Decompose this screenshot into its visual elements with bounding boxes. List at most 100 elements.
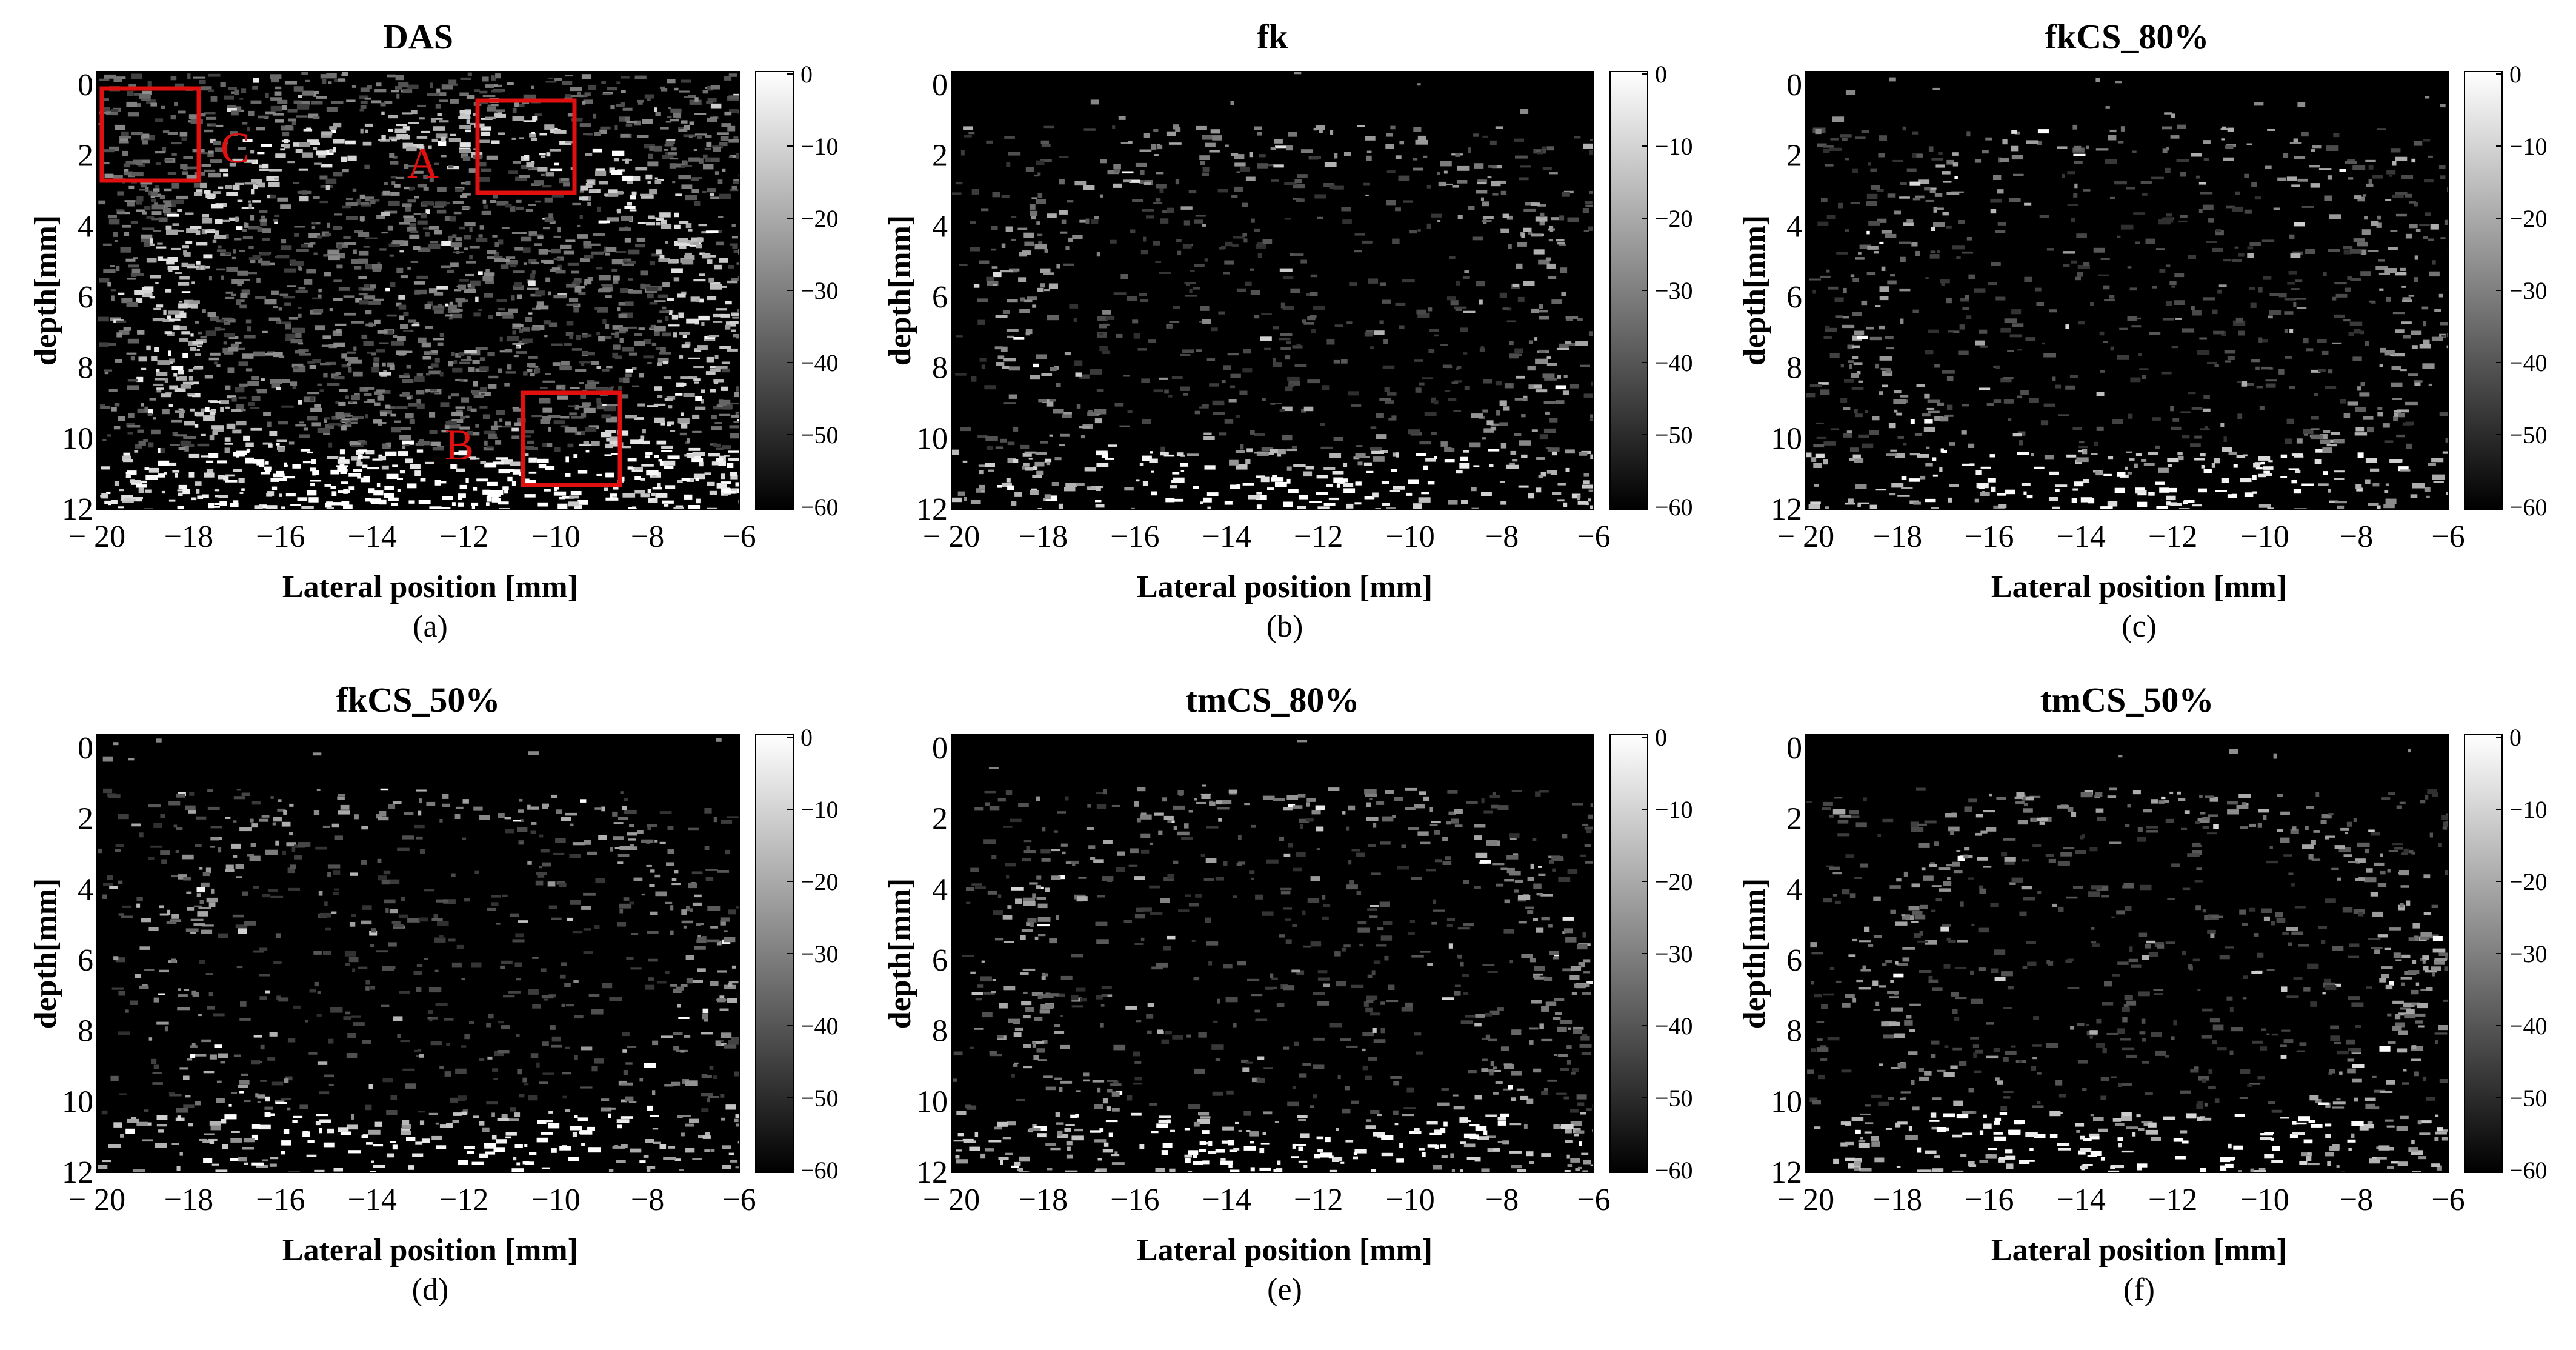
colorbar-tick-label: −30 — [800, 277, 839, 304]
y-tick-label: 0 — [932, 68, 948, 102]
y-tick-label: 0 — [1786, 731, 1802, 766]
colorbar-tick-label: −40 — [1655, 1012, 1693, 1040]
x-tick-label: −8 — [631, 520, 664, 554]
y-tick-label: 0 — [1786, 68, 1802, 102]
colorbar-tick-label: −50 — [2509, 1084, 2548, 1112]
x-tick-label: −14 — [1202, 520, 1251, 554]
panel-title: DAS — [383, 17, 453, 56]
colorbar-tick-label: −20 — [1655, 868, 1693, 895]
y-tick-label: 6 — [932, 943, 948, 978]
x-tick-label: −8 — [631, 1183, 664, 1217]
y-tick-label: 8 — [932, 351, 948, 386]
x-tick-label: −6 — [2431, 520, 2465, 554]
x-tick-label: −16 — [1110, 1183, 1159, 1217]
x-tick-label: −10 — [1385, 520, 1434, 554]
x-tick-label: −16 — [1965, 520, 2014, 554]
y-tick-label: 8 — [78, 1014, 93, 1049]
x-tick-label: −8 — [1485, 520, 1519, 554]
x-tick-label: − 20 — [923, 520, 980, 554]
y-tick-label: 10 — [916, 421, 948, 456]
y-tick-label: 2 — [78, 139, 93, 173]
colorbar-tick-label: 0 — [2509, 724, 2521, 751]
x-tick-label: − 20 — [923, 1183, 980, 1217]
x-tick-label: − 20 — [68, 520, 125, 554]
x-axis-label: Lateral position [mm] — [1137, 1233, 1433, 1268]
y-tick-label: 0 — [78, 68, 93, 102]
panel-caption: (f) — [2123, 1272, 2155, 1307]
panel-caption: (b) — [1266, 609, 1303, 644]
colorbar-tick-label: −10 — [1655, 796, 1693, 823]
colorbar-tick-label: −40 — [800, 1012, 839, 1040]
y-tick-label: 8 — [1786, 351, 1802, 386]
colorbar-tick-label: 0 — [1655, 724, 1667, 751]
x-axis-label: Lateral position [mm] — [282, 1233, 578, 1268]
x-tick-label: −8 — [1485, 1183, 1519, 1217]
x-tick-label: − 20 — [1777, 1183, 1834, 1217]
panel-caption: (a) — [413, 609, 448, 644]
roi-label: C — [221, 124, 250, 172]
x-tick-label: −18 — [1873, 1183, 1922, 1217]
x-tick-label: − 20 — [68, 1183, 125, 1217]
x-tick-label: −10 — [2240, 520, 2289, 554]
x-tick-label: −12 — [1294, 1183, 1343, 1217]
colorbar-tick-label: −10 — [800, 133, 839, 160]
colorbar-tick-label: −10 — [800, 796, 839, 823]
x-tick-label: −6 — [722, 1183, 756, 1217]
y-tick-label: 0 — [78, 731, 93, 766]
ultrasound-image — [951, 735, 1594, 1172]
y-axis-label: depth[mm] — [28, 878, 63, 1029]
y-tick-label: 2 — [1786, 139, 1802, 173]
ultrasound-image — [1806, 735, 2448, 1172]
y-tick-label: 4 — [78, 209, 93, 244]
colorbar-tick-label: −60 — [1655, 1157, 1693, 1184]
x-tick-label: −14 — [1202, 1183, 1251, 1217]
y-axis-label: depth[mm] — [883, 215, 917, 366]
colorbar-tick-label: −10 — [1655, 133, 1693, 160]
x-tick-label: −18 — [1019, 520, 1068, 554]
x-tick-label: −12 — [2148, 520, 2197, 554]
x-tick-label: −18 — [164, 520, 213, 554]
x-tick-label: −14 — [2057, 520, 2106, 554]
y-tick-label: 6 — [78, 943, 93, 978]
panel-title: fk — [1257, 17, 1288, 56]
x-tick-label: −18 — [1873, 520, 1922, 554]
x-tick-label: −10 — [531, 520, 580, 554]
colorbar-tick-label: −20 — [800, 868, 839, 895]
colorbar-tick-label: −30 — [2509, 277, 2548, 304]
colorbar-tick-label: −30 — [1655, 940, 1693, 967]
y-tick-label: 4 — [1786, 872, 1802, 907]
x-tick-label: −16 — [256, 520, 305, 554]
y-axis-label: depth[mm] — [883, 878, 917, 1029]
panel-caption: (e) — [1267, 1272, 1302, 1307]
y-tick-label: 2 — [78, 802, 93, 837]
y-tick-label: 8 — [78, 351, 93, 386]
y-tick-label: 4 — [932, 209, 948, 244]
x-tick-label: −10 — [1385, 1183, 1434, 1217]
x-tick-label: − 20 — [1777, 520, 1834, 554]
colorbar-tick-label: −50 — [1655, 421, 1693, 449]
x-tick-label: −16 — [256, 1183, 305, 1217]
colorbar-tick-label: −20 — [1655, 205, 1693, 232]
colorbar-tick-label: −20 — [2509, 205, 2548, 232]
colorbar-tick-label: −60 — [2509, 1157, 2548, 1184]
y-axis-label: depth[mm] — [28, 215, 63, 366]
x-tick-label: −14 — [2057, 1183, 2106, 1217]
colorbar-tick-label: 0 — [800, 61, 813, 88]
y-tick-label: 8 — [932, 1014, 948, 1049]
colorbar-tick-label: −40 — [1655, 349, 1693, 376]
colorbar-tick-label: −50 — [800, 421, 839, 449]
colorbar-tick-label: −30 — [800, 940, 839, 967]
y-axis-label: depth[mm] — [1737, 878, 1772, 1029]
y-tick-label: 2 — [932, 139, 948, 173]
colorbar-tick-label: 0 — [1655, 61, 1667, 88]
x-tick-label: −6 — [1577, 1183, 1610, 1217]
y-tick-label: 10 — [62, 1084, 93, 1119]
panel-title: fkCS_80% — [2045, 17, 2209, 56]
colorbar-tick-label: −30 — [1655, 277, 1693, 304]
